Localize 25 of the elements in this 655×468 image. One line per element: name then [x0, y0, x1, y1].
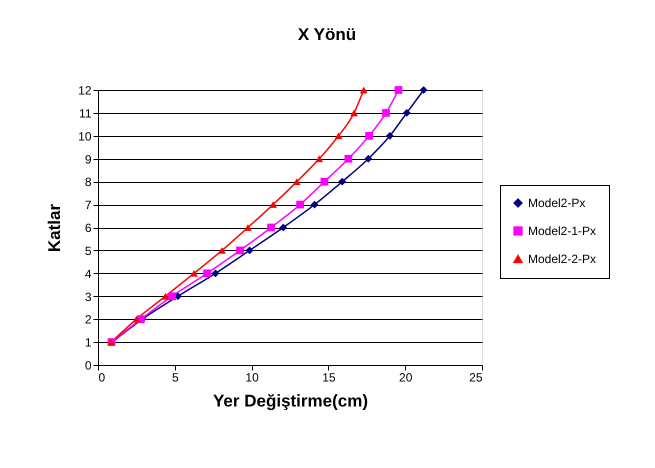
x-tick-label: 10 — [245, 370, 260, 384]
y-tick-label: 0 — [84, 358, 92, 372]
y-tick-label: 2 — [84, 312, 92, 327]
x-tick-label: 25 — [469, 370, 483, 384]
y-tick-label: 12 — [78, 84, 92, 98]
y-tick-label: 3 — [84, 290, 92, 304]
chart-title: X Yönü — [298, 25, 356, 44]
legend-label: Model2-2-Px — [528, 252, 596, 266]
y-tick-label: 10 — [78, 129, 92, 144]
y-tick-label: 6 — [84, 221, 92, 235]
y-tick-label: 4 — [84, 266, 92, 281]
y-tick-label: 8 — [84, 175, 92, 190]
y-tick-label: 9 — [84, 152, 92, 166]
x-tick-label: 5 — [172, 370, 179, 384]
x-tick-label: 20 — [399, 370, 413, 384]
x-axis-title: Yer Değiştirme(cm) — [213, 392, 368, 410]
y-tick-label: 7 — [84, 198, 92, 212]
x-tick-label: 15 — [322, 370, 336, 384]
y-tick-label: 5 — [84, 244, 92, 258]
y-tick-label: 11 — [79, 106, 92, 120]
legend-label: Model2-Px — [528, 196, 586, 210]
y-tick-label: 1 — [84, 336, 92, 350]
legend-label: Model2-1-Px — [528, 224, 596, 238]
x-tick-label: 0 — [98, 370, 106, 384]
y-axis-title: Katlar — [45, 204, 64, 252]
